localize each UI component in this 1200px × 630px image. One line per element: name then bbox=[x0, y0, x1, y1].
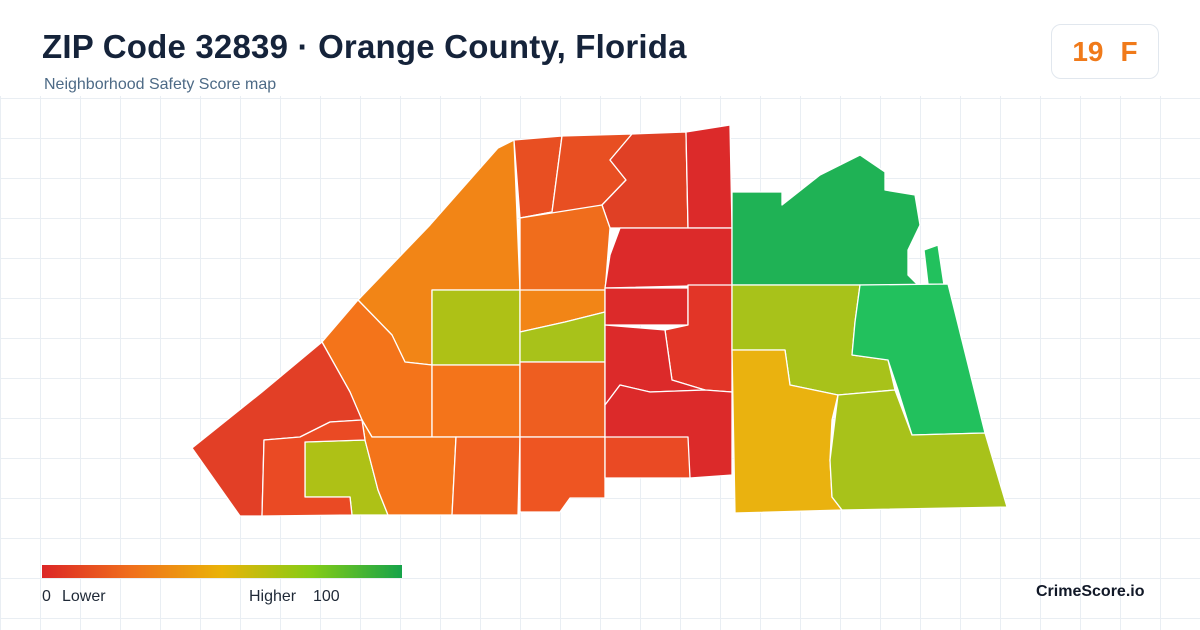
map-region-south-red-small[interactable] bbox=[604, 436, 691, 479]
map-region-north-east-edge[interactable] bbox=[685, 124, 733, 229]
map-region-center-lime-west[interactable] bbox=[431, 289, 521, 366]
map-region-east-green[interactable] bbox=[851, 283, 986, 436]
map-region-south-orange-3[interactable] bbox=[519, 436, 606, 513]
safety-score-value: 19 bbox=[1072, 35, 1104, 67]
safety-score-legend-bar bbox=[42, 565, 402, 578]
legend-max-label: Higher bbox=[249, 588, 297, 605]
legend-max-value: 100 bbox=[313, 588, 340, 605]
map-region-center-tall[interactable] bbox=[604, 227, 733, 289]
header-band bbox=[0, 0, 1200, 96]
map-region-south-red-corner[interactable] bbox=[261, 419, 366, 517]
legend-min-value: 0 bbox=[42, 588, 51, 605]
map-region-south-yellow[interactable] bbox=[731, 349, 843, 514]
map-region-upper-center-left[interactable] bbox=[519, 204, 611, 293]
legend-min-label: Lower bbox=[62, 588, 106, 605]
map-region-south-orange-1[interactable] bbox=[361, 419, 457, 516]
map-region-center-red-upper[interactable] bbox=[604, 287, 689, 326]
map-region-south-orange-2[interactable] bbox=[451, 436, 521, 516]
map-region-east-sliver[interactable] bbox=[923, 244, 945, 286]
map-region-south-east-lime[interactable] bbox=[829, 389, 1008, 511]
brand-name: CrimeScore.io bbox=[1036, 583, 1145, 600]
map-region-center-orange-3[interactable] bbox=[519, 361, 606, 438]
safety-score-badge: 19 F bbox=[1051, 24, 1159, 79]
page-subtitle: Neighborhood Safety Score map bbox=[44, 76, 277, 93]
safety-grade: F bbox=[1120, 35, 1138, 67]
page-title: ZIP Code 32839 · Orange County, Florida bbox=[42, 28, 687, 65]
map-region-north-east[interactable] bbox=[731, 154, 921, 286]
map-region-center-orange-2[interactable] bbox=[431, 364, 521, 438]
